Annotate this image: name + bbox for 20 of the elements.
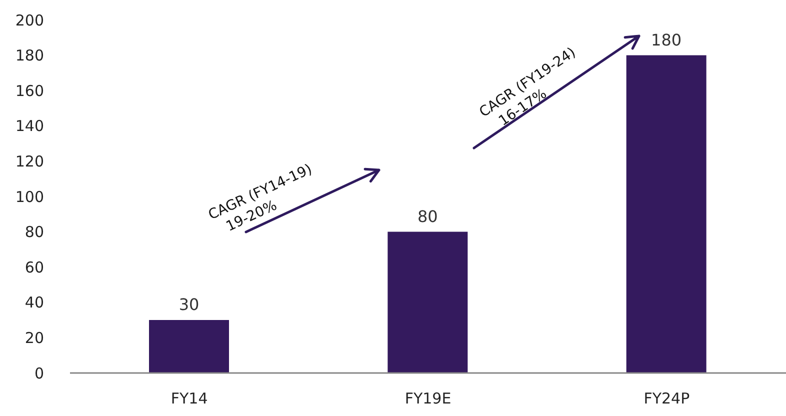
bar	[388, 232, 468, 373]
y-tick-label: 60	[24, 258, 44, 276]
data-label: 80	[417, 206, 438, 226]
bar	[626, 55, 706, 373]
y-tick-label: 120	[15, 152, 44, 171]
data-label: 30	[178, 295, 200, 314]
y-tick-label: 0	[34, 364, 44, 382]
y-tick-label: 160	[15, 82, 44, 100]
x-tick-label: FY19E	[404, 390, 452, 408]
y-tick-label: 40	[24, 294, 44, 312]
x-tick-label: FY24P	[644, 390, 690, 408]
bar	[149, 320, 229, 373]
y-tick-label: 140	[15, 117, 44, 136]
y-tick-label: 100	[15, 188, 44, 206]
data-label: 180	[651, 30, 682, 50]
y-tick-label: 20	[24, 329, 44, 348]
y-tick-label: 200	[15, 11, 44, 30]
y-tick-label: 180	[15, 46, 44, 65]
y-tick-label: 80	[24, 223, 44, 242]
x-tick-label: FY14	[170, 390, 208, 408]
